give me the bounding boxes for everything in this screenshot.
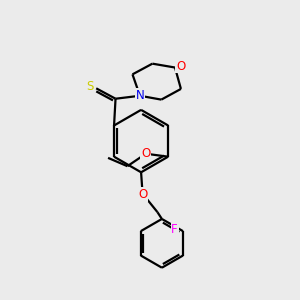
Text: O: O [141,147,150,160]
Text: N: N [136,89,144,102]
Text: S: S [87,80,94,93]
Text: O: O [138,188,147,201]
Text: O: O [176,59,186,73]
Text: F: F [171,223,178,236]
